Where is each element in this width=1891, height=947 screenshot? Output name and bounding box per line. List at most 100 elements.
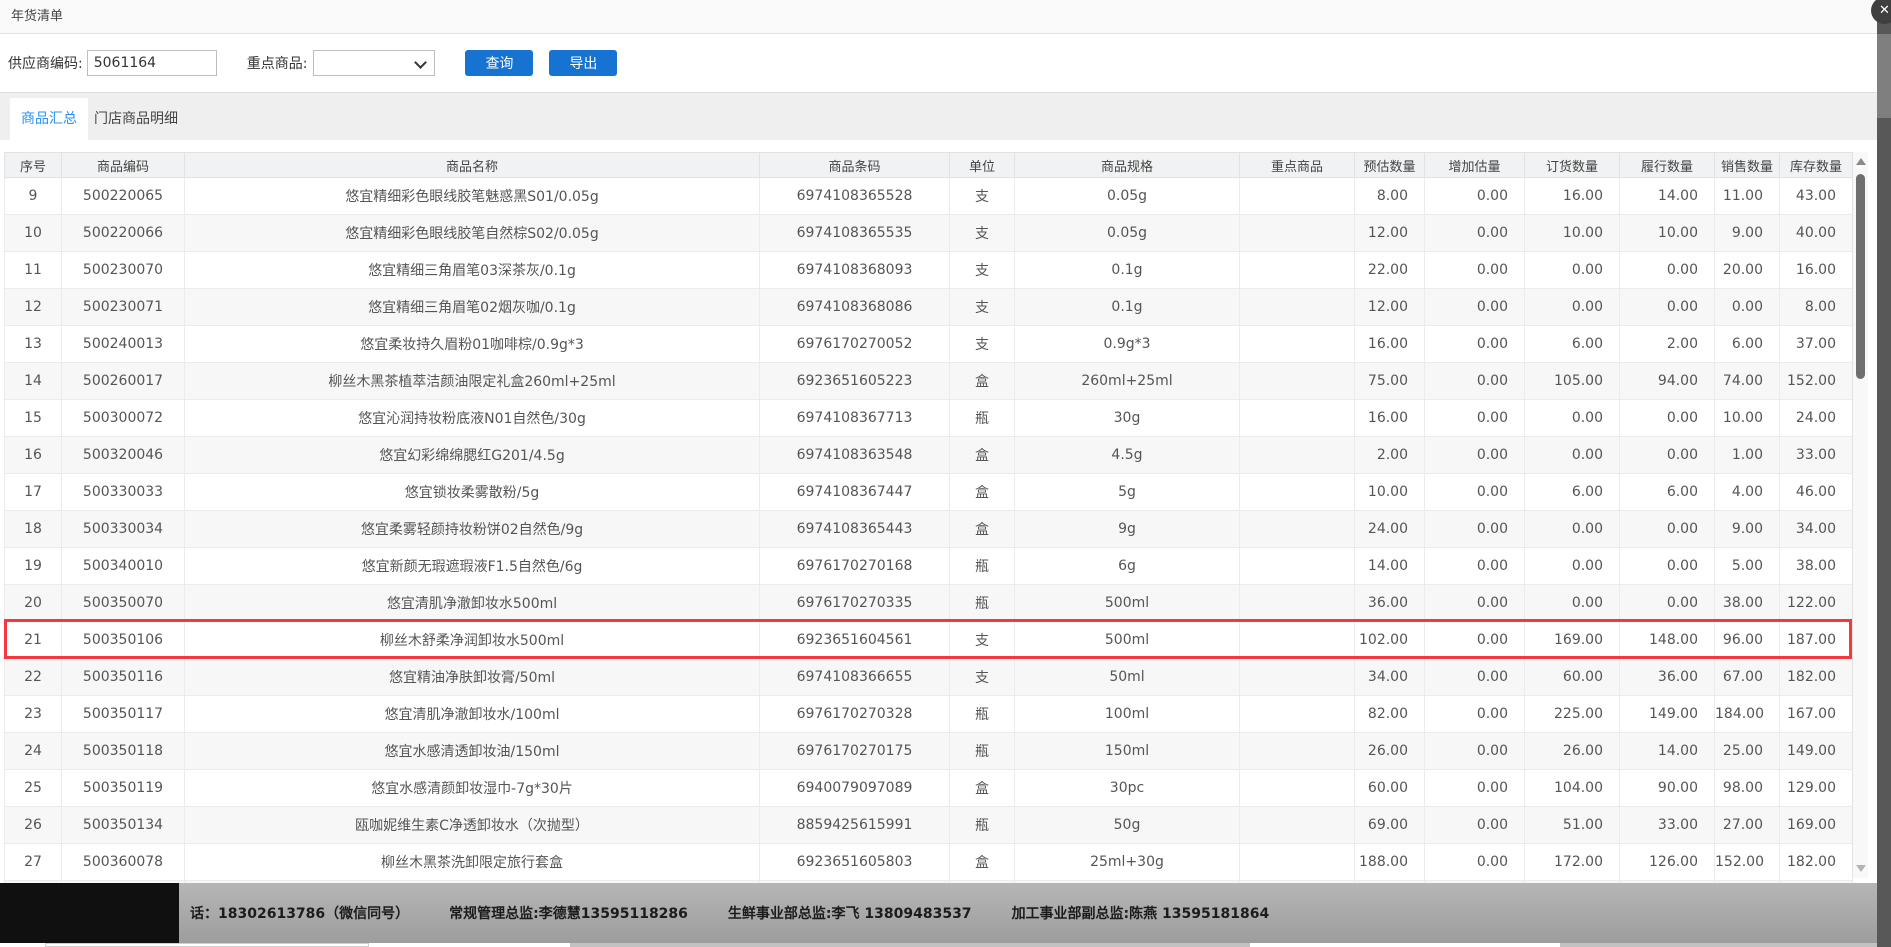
table-row[interactable]: 13 500240013 悠宜柔妆持久眉粉01咖啡棕/0.9g*3 697617027… — [4, 325, 1853, 363]
table-row[interactable]: 14 500260017 柳丝木黑茶植萃洁颜油限定礼盒260ml+25ml 69236… — [4, 362, 1853, 400]
cell: 37.00 — [1779, 325, 1853, 363]
cell: 75.00 — [1354, 362, 1425, 400]
cell: 129.00 — [1779, 769, 1853, 807]
cell: 支 — [949, 251, 1015, 289]
cell: 0.00 — [1524, 288, 1620, 326]
cell: 152.00 — [1779, 362, 1853, 400]
tab-bar: 商品汇总 门店商品明细 — [0, 92, 1877, 140]
window-scrollbar[interactable] — [1877, 0, 1891, 947]
cell: 盒 — [949, 843, 1015, 881]
tab-store-product-detail[interactable]: 门店商品明细 — [94, 111, 178, 127]
cell: 500350116 — [61, 658, 185, 696]
cell: 51.00 — [1524, 806, 1620, 844]
cell: 支 — [949, 325, 1015, 363]
cell: 18 — [4, 510, 62, 548]
cell: 0.00 — [1424, 399, 1525, 437]
table-scrollbar-thumb[interactable] — [1856, 174, 1865, 379]
supplier-code-input[interactable] — [86, 50, 217, 76]
cell: 19 — [4, 547, 62, 585]
tab-product-summary[interactable]: 商品汇总 — [10, 98, 88, 140]
table-row[interactable]: 24 500350118 悠宜水感清透卸妆油/150ml 6976170270175 瓶… — [4, 732, 1853, 770]
cell — [1239, 288, 1355, 326]
cell: 500330034 — [61, 510, 185, 548]
table-row[interactable]: 15 500300072 悠宜沁润持妆粉底液N01自然色/30g 6974108367… — [4, 399, 1853, 437]
cell: 122.00 — [1779, 584, 1853, 622]
cell: 瓶 — [949, 399, 1015, 437]
cell: 支 — [949, 621, 1015, 659]
cell: 25 — [4, 769, 62, 807]
cell: 悠宜柔雾轻颜持妆粉饼02自然色/9g — [184, 510, 760, 548]
table-row[interactable]: 21 500350106 柳丝木舒柔净润卸妆水500ml 6923651604561 支… — [4, 621, 1853, 659]
cell: 36.00 — [1354, 584, 1425, 622]
table-row[interactable]: 19 500340010 悠宜新颜无瑕遮瑕液F1.5自然色/6g 6976170270… — [4, 547, 1853, 585]
cell: 187.00 — [1779, 621, 1853, 659]
table-row[interactable]: 11 500230070 悠宜精细三角眉笔03深茶灰/0.1g 69741083680… — [4, 251, 1853, 289]
export-button[interactable]: 导出 — [549, 50, 618, 76]
window-scrollbar-thumb[interactable] — [1877, 34, 1891, 118]
cell: 盒 — [949, 362, 1015, 400]
cell: 16.00 — [1354, 399, 1425, 437]
table-row[interactable]: 27 500360078 柳丝木黑茶洗卸限定旅行套盒 6923651605803 盒 25… — [4, 843, 1853, 881]
background-page-edge — [0, 943, 1877, 947]
scroll-down-arrow-icon[interactable] — [1856, 865, 1866, 872]
table-row[interactable]: 10 500220066 悠宜精细彩色眼线胶笔自然棕S02/0.05g 6974108… — [4, 214, 1853, 252]
table-row[interactable]: 9 500220065 悠宜精细彩色眼线胶笔魅惑黑S01/0.05g 69741083… — [4, 177, 1853, 215]
cell: 9g — [1014, 510, 1240, 548]
contact-general-manager: 常规管理总监:李德慧13595118286 — [449, 906, 688, 922]
close-button[interactable]: ✕ — [1871, 0, 1891, 24]
cell: 0.00 — [1424, 695, 1525, 733]
cell: 20 — [4, 584, 62, 622]
cell: 100ml — [1014, 695, 1240, 733]
cell: 悠宜水感清颜卸妆湿巾-7g*30片 — [184, 769, 760, 807]
cell: 16.00 — [1524, 177, 1620, 215]
cell: 500350070 — [61, 584, 185, 622]
cell: 0.00 — [1424, 584, 1525, 622]
cell: 30g — [1014, 399, 1240, 437]
cell: 500360078 — [61, 843, 185, 881]
cell: 24 — [4, 732, 62, 770]
table-row[interactable]: 17 500330033 悠宜锁妆柔雾散粉/5g 6974108367447 盒 5g 10… — [4, 473, 1853, 511]
cell: 94.00 — [1619, 362, 1715, 400]
column-header: 重点商品 — [1239, 152, 1355, 178]
cell: 悠宜锁妆柔雾散粉/5g — [184, 473, 760, 511]
cell — [1239, 362, 1355, 400]
key-product-select[interactable] — [313, 50, 436, 76]
table-row[interactable]: 12 500230071 悠宜精细三角眉笔02烟灰咖/0.1g 69741083680… — [4, 288, 1853, 326]
cell: 30pc — [1014, 769, 1240, 807]
cell: 500350119 — [61, 769, 185, 807]
scroll-up-arrow-icon[interactable] — [1856, 158, 1866, 165]
cell — [1239, 843, 1355, 881]
cell: 2.00 — [1619, 325, 1715, 363]
table-area: 序号 商品编码 商品名称 商品条码 单位 商品规格 重点商品 预估数量 增加估量 订货数量 履行数量… — [4, 152, 1877, 899]
cell: 0.00 — [1424, 214, 1525, 252]
table-row[interactable]: 20 500350070 悠宜清肌净澈卸妆水500ml 6976170270335 瓶 5… — [4, 584, 1853, 622]
table-row[interactable]: 18 500330034 悠宜柔雾轻颜持妆粉饼02自然色/9g 69741083654… — [4, 510, 1853, 548]
cell: 14.00 — [1619, 732, 1715, 770]
cell: 0.9g*3 — [1014, 325, 1240, 363]
column-header: 商品名称 — [184, 152, 760, 178]
cell: 0.00 — [1424, 288, 1525, 326]
cell: 24.00 — [1779, 399, 1853, 437]
table-row[interactable]: 23 500350117 悠宜清肌净澈卸妆水/100ml 6976170270328 瓶… — [4, 695, 1853, 733]
cell: 瓶 — [949, 695, 1015, 733]
cell: 6974108365535 — [759, 214, 950, 252]
column-header: 序号 — [4, 152, 62, 178]
table-row[interactable]: 26 500350134 瓯咖妮维生素C净透卸妆水（次抛型） 885942561599… — [4, 806, 1853, 844]
table-row[interactable]: 16 500320046 悠宜幻彩绵绵腮红G201/4.5g 697410836354… — [4, 436, 1853, 474]
cell: 33.00 — [1619, 806, 1715, 844]
column-header: 销售数量 — [1714, 152, 1780, 178]
cell: 柳丝木黑茶植萃洁颜油限定礼盒260ml+25ml — [184, 362, 760, 400]
cell: 27.00 — [1714, 806, 1780, 844]
cell: 支 — [949, 658, 1015, 696]
cell: 0.00 — [1424, 362, 1525, 400]
cell: 5g — [1014, 473, 1240, 511]
table-scrollbar[interactable] — [1852, 152, 1868, 878]
column-header: 订货数量 — [1524, 152, 1620, 178]
cell: 12 — [4, 288, 62, 326]
cell: 6974108363548 — [759, 436, 950, 474]
cell: 0.00 — [1424, 325, 1525, 363]
query-button[interactable]: 查询 — [465, 50, 534, 76]
table-row[interactable]: 22 500350116 悠宜精油净肤卸妆膏/50ml 6974108366655 支 5… — [4, 658, 1853, 696]
table-row[interactable]: 25 500350119 悠宜水感清颜卸妆湿巾-7g*30片 694007909708… — [4, 769, 1853, 807]
column-header: 预估数量 — [1354, 152, 1425, 178]
